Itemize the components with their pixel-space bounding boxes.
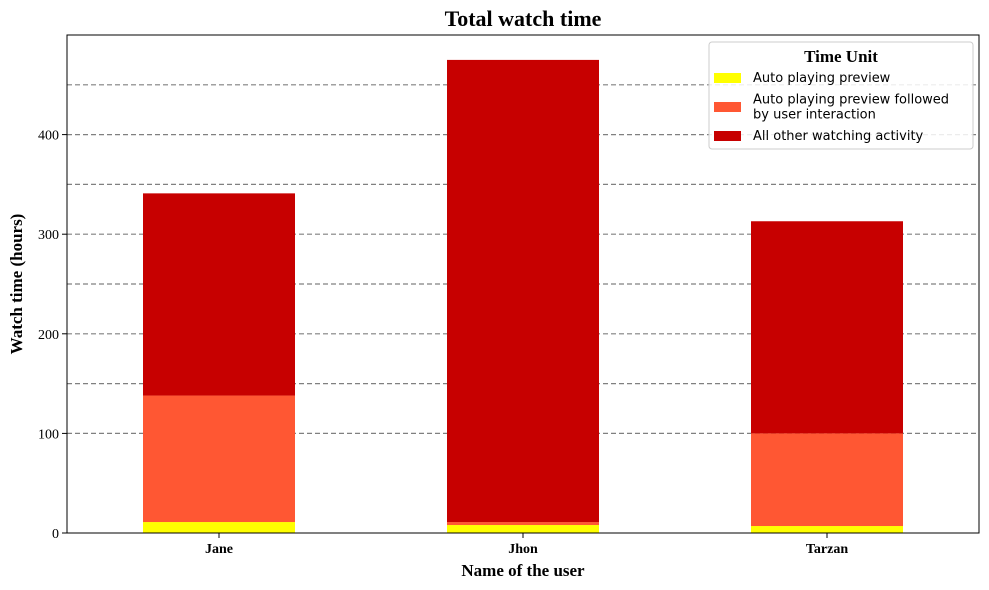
bar-jane-series-0 [143,522,295,533]
bar-tarzan-series-1 [751,433,903,527]
bars [143,59,903,533]
y-tick-label-0: 0 [52,527,59,542]
bar-tarzan-series-2 [751,221,903,434]
legend-label-2: All other watching activity [753,129,924,144]
legend: Time Unit Auto playing preview Auto playin… [708,41,974,150]
legend-swatch-0 [714,73,741,83]
bar-jhon-series-1 [447,522,599,526]
legend-label-1-line-1: by user interaction [753,108,876,123]
legend-label-0: Auto playing preview [753,71,891,86]
legend-box [708,41,974,150]
y-tick-label-300: 300 [38,228,59,243]
bar-tarzan-series-0 [751,526,903,533]
y-axis-label: Watch time (hours) [7,214,26,355]
bar-jhon-series-2 [447,59,599,523]
bar-jane-series-2 [143,193,295,396]
y-tick-label-400: 400 [38,129,59,144]
legend-swatch-2 [714,131,741,141]
legend-label-1-line-0: Auto playing preview followed [753,93,949,108]
chart-title: Total watch time [445,6,602,31]
bar-jhon-series-0 [447,525,599,533]
legend-swatch-1 [714,102,741,112]
legend-title: Time Unit [804,47,878,66]
x-axis-label: Name of the user [461,561,585,580]
y-tick-label-200: 200 [38,328,59,343]
x-tick-label-jhon: Jhon [508,542,538,557]
y-tick-label-100: 100 [38,427,59,442]
bar-jane-series-1 [143,395,295,523]
x-tick-label-tarzan: Tarzan [806,542,848,557]
x-tick-label-jane: Jane [205,542,233,557]
axes: 0 100 200 300 400 Jane Jhon Tarzan [38,34,980,557]
